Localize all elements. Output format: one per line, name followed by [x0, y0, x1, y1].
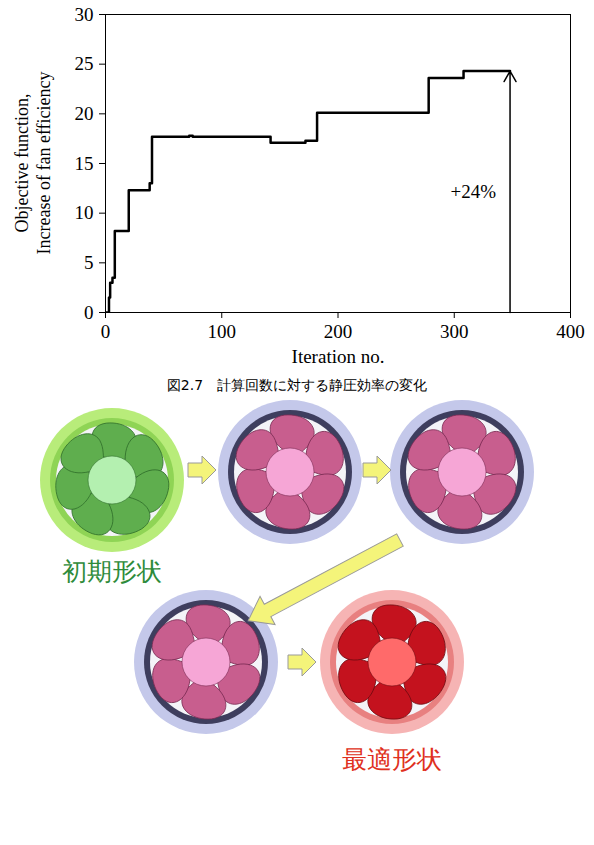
svg-text:10: 10	[75, 202, 94, 223]
svg-text:400: 400	[556, 321, 585, 342]
svg-text:5: 5	[84, 252, 94, 273]
svg-text:0: 0	[84, 302, 94, 323]
html-text:図2.7 計算回数に対する静圧効率の変化: 図2.7 計算回数に対する静圧効率の変化	[166, 377, 428, 393]
svg-text:Iteration no.: Iteration no.	[292, 346, 385, 367]
svg-text:15: 15	[75, 153, 94, 174]
svg-text:最適形状: 最適形状	[342, 745, 442, 774]
svg-text:25: 25	[75, 53, 94, 74]
svg-text:20: 20	[75, 103, 94, 124]
svg-text:300: 300	[440, 321, 469, 342]
svg-text:+24%: +24%	[451, 181, 497, 202]
svg-text:30: 30	[75, 4, 94, 25]
svg-text:200: 200	[324, 321, 353, 342]
svg-text:初期形状: 初期形状	[62, 557, 162, 586]
svg-text:Objective function,: Objective function,	[12, 94, 32, 233]
svg-text:100: 100	[208, 321, 237, 342]
svg-text:0: 0	[101, 321, 111, 342]
svg-text:Increase of fan efficiency: Increase of fan efficiency	[34, 71, 54, 254]
